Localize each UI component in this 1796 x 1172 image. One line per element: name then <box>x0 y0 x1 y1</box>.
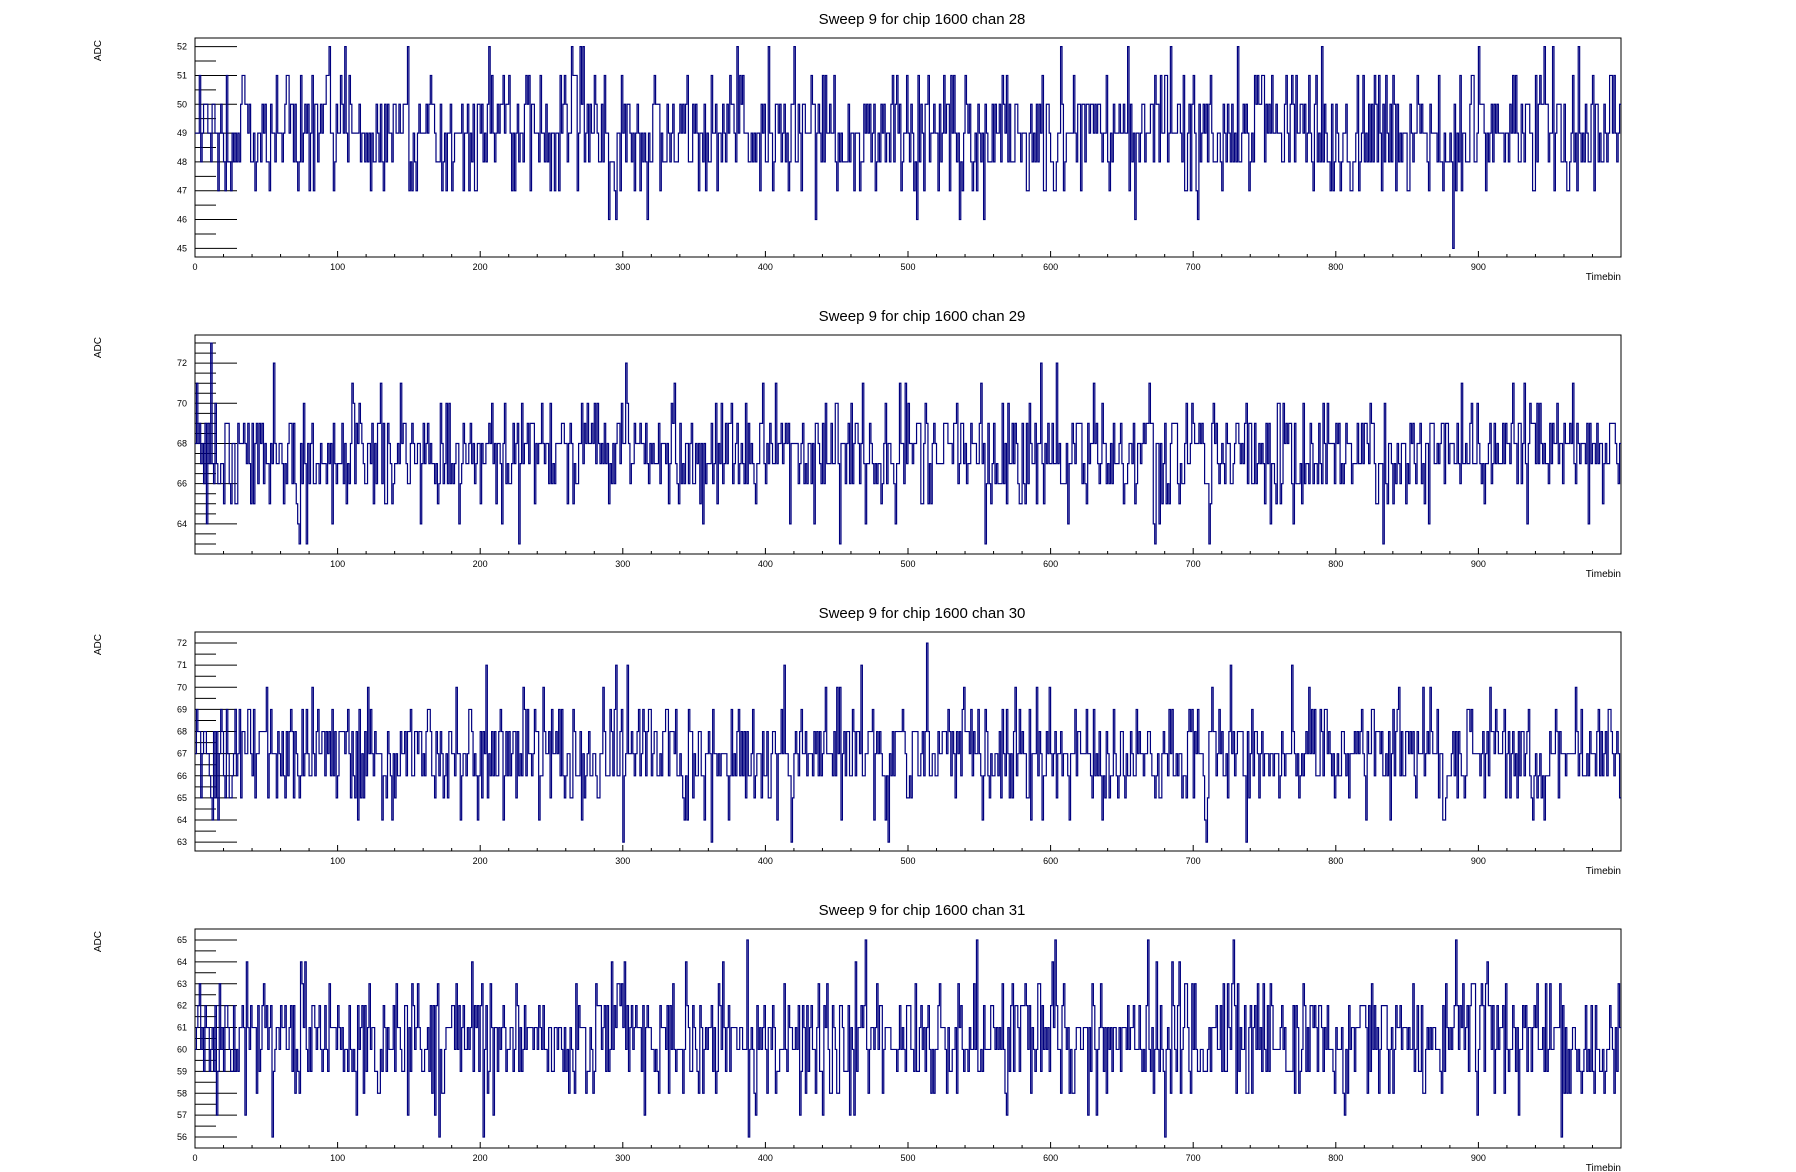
x-tick-label: 800 <box>1328 856 1343 866</box>
x-tick-label: 600 <box>1043 856 1058 866</box>
y-tick-label: 63 <box>177 837 187 847</box>
x-tick-label: 800 <box>1328 262 1343 272</box>
y-tick-label: 61 <box>177 1023 187 1033</box>
x-axis-label: Timebin <box>1586 866 1621 877</box>
x-tick-label: 300 <box>615 1153 630 1163</box>
x-tick-label: 700 <box>1186 856 1201 866</box>
y-tick-label: 66 <box>177 771 187 781</box>
y-tick-label: 45 <box>177 243 187 253</box>
y-tick-label: 51 <box>177 70 187 80</box>
panel-1: Sweep 9 for chip 1600 chan 28 ADC Timebin 4… <box>93 11 1622 283</box>
x-tick-label: 100 <box>330 1153 345 1163</box>
panel-title: Sweep 9 for chip 1600 chan 28 <box>819 11 1026 28</box>
x-tick-label: 100 <box>330 856 345 866</box>
y-tick-label: 71 <box>177 660 187 670</box>
plot-frame <box>194 631 1622 852</box>
x-tick-label: 400 <box>758 856 773 866</box>
x-axis-label: Timebin <box>1586 1163 1621 1172</box>
y-tick-label: 47 <box>177 186 187 196</box>
x-tick-label: 500 <box>900 1153 915 1163</box>
x-tick-label: 600 <box>1043 1153 1058 1163</box>
x-tick-label: 300 <box>615 262 630 272</box>
adc-trace <box>195 342 1621 545</box>
x-tick-label: 200 <box>473 559 488 569</box>
x-tick-label: 400 <box>758 559 773 569</box>
x-tick-label: 900 <box>1471 559 1486 569</box>
x-tick-label: 800 <box>1328 559 1343 569</box>
y-tick-label: 46 <box>177 215 187 225</box>
y-tick-label: 64 <box>177 815 187 825</box>
x-tick-label: 200 <box>473 262 488 272</box>
y-tick-label: 64 <box>177 519 187 529</box>
x-tick-label: 700 <box>1186 559 1201 569</box>
x-tick-label: 400 <box>758 1153 773 1163</box>
y-tick-label: 67 <box>177 749 187 759</box>
x-tick-label: 900 <box>1471 856 1486 866</box>
x-tick-label: 100 <box>330 559 345 569</box>
x-tick-label: 100 <box>330 262 345 272</box>
x-tick-label: 0 <box>192 262 197 272</box>
y-tick-label: 66 <box>177 479 187 489</box>
x-tick-label: 700 <box>1186 262 1201 272</box>
y-tick-label: 48 <box>177 157 187 167</box>
y-tick-label: 49 <box>177 128 187 138</box>
x-tick-label: 800 <box>1328 1153 1343 1163</box>
adc-trace <box>195 939 1621 1138</box>
y-tick-label: 72 <box>177 638 187 648</box>
x-tick-label: 500 <box>900 262 915 272</box>
x-axis-label: Timebin <box>1586 569 1621 580</box>
panel-title: Sweep 9 for chip 1600 chan 30 <box>819 605 1026 622</box>
x-tick-label: 700 <box>1186 1153 1201 1163</box>
y-tick-label: 59 <box>177 1066 187 1076</box>
x-tick-label: 500 <box>900 856 915 866</box>
x-tick-label: 300 <box>615 856 630 866</box>
y-tick-label: 65 <box>177 793 187 803</box>
panel-3: Sweep 9 for chip 1600 chan 30 ADC Timebin 6… <box>93 605 1622 877</box>
x-tick-label: 200 <box>473 856 488 866</box>
y-tick-label: 70 <box>177 682 187 692</box>
y-tick-label: 63 <box>177 979 187 989</box>
panel-2: Sweep 9 for chip 1600 chan 29 ADC Timebin 6… <box>93 308 1622 580</box>
y-axis-label: ADC <box>93 634 104 655</box>
panel-title: Sweep 9 for chip 1600 chan 29 <box>819 308 1026 325</box>
y-tick-label: 60 <box>177 1044 187 1054</box>
y-tick-label: 56 <box>177 1132 187 1142</box>
y-tick-label: 65 <box>177 935 187 945</box>
y-tick-label: 52 <box>177 42 187 52</box>
y-tick-label: 68 <box>177 438 187 448</box>
x-tick-label: 600 <box>1043 262 1058 272</box>
y-axis-label: ADC <box>93 931 104 952</box>
x-tick-label: 500 <box>900 559 915 569</box>
y-tick-label: 70 <box>177 398 187 408</box>
y-tick-label: 69 <box>177 704 187 714</box>
x-tick-label: 600 <box>1043 559 1058 569</box>
y-tick-label: 64 <box>177 957 187 967</box>
x-tick-label: 0 <box>192 1153 197 1163</box>
y-tick-label: 50 <box>177 99 187 109</box>
x-tick-label: 300 <box>615 559 630 569</box>
panel-title: Sweep 9 for chip 1600 chan 31 <box>819 902 1026 919</box>
y-tick-label: 58 <box>177 1088 187 1098</box>
y-axis-label: ADC <box>93 40 104 61</box>
x-tick-label: 400 <box>758 262 773 272</box>
x-tick-label: 900 <box>1471 262 1486 272</box>
y-tick-label: 72 <box>177 358 187 368</box>
y-tick-label: 57 <box>177 1110 187 1120</box>
y-tick-label: 62 <box>177 1001 187 1011</box>
adc-trace <box>195 642 1621 843</box>
y-axis-label: ADC <box>93 337 104 358</box>
x-tick-label: 900 <box>1471 1153 1486 1163</box>
x-tick-label: 200 <box>473 1153 488 1163</box>
y-tick-label: 68 <box>177 727 187 737</box>
panel-4: Sweep 9 for chip 1600 chan 31 ADC Timebin 5… <box>93 902 1622 1172</box>
x-axis-label: Timebin <box>1586 272 1621 283</box>
adc-trace <box>195 46 1621 249</box>
